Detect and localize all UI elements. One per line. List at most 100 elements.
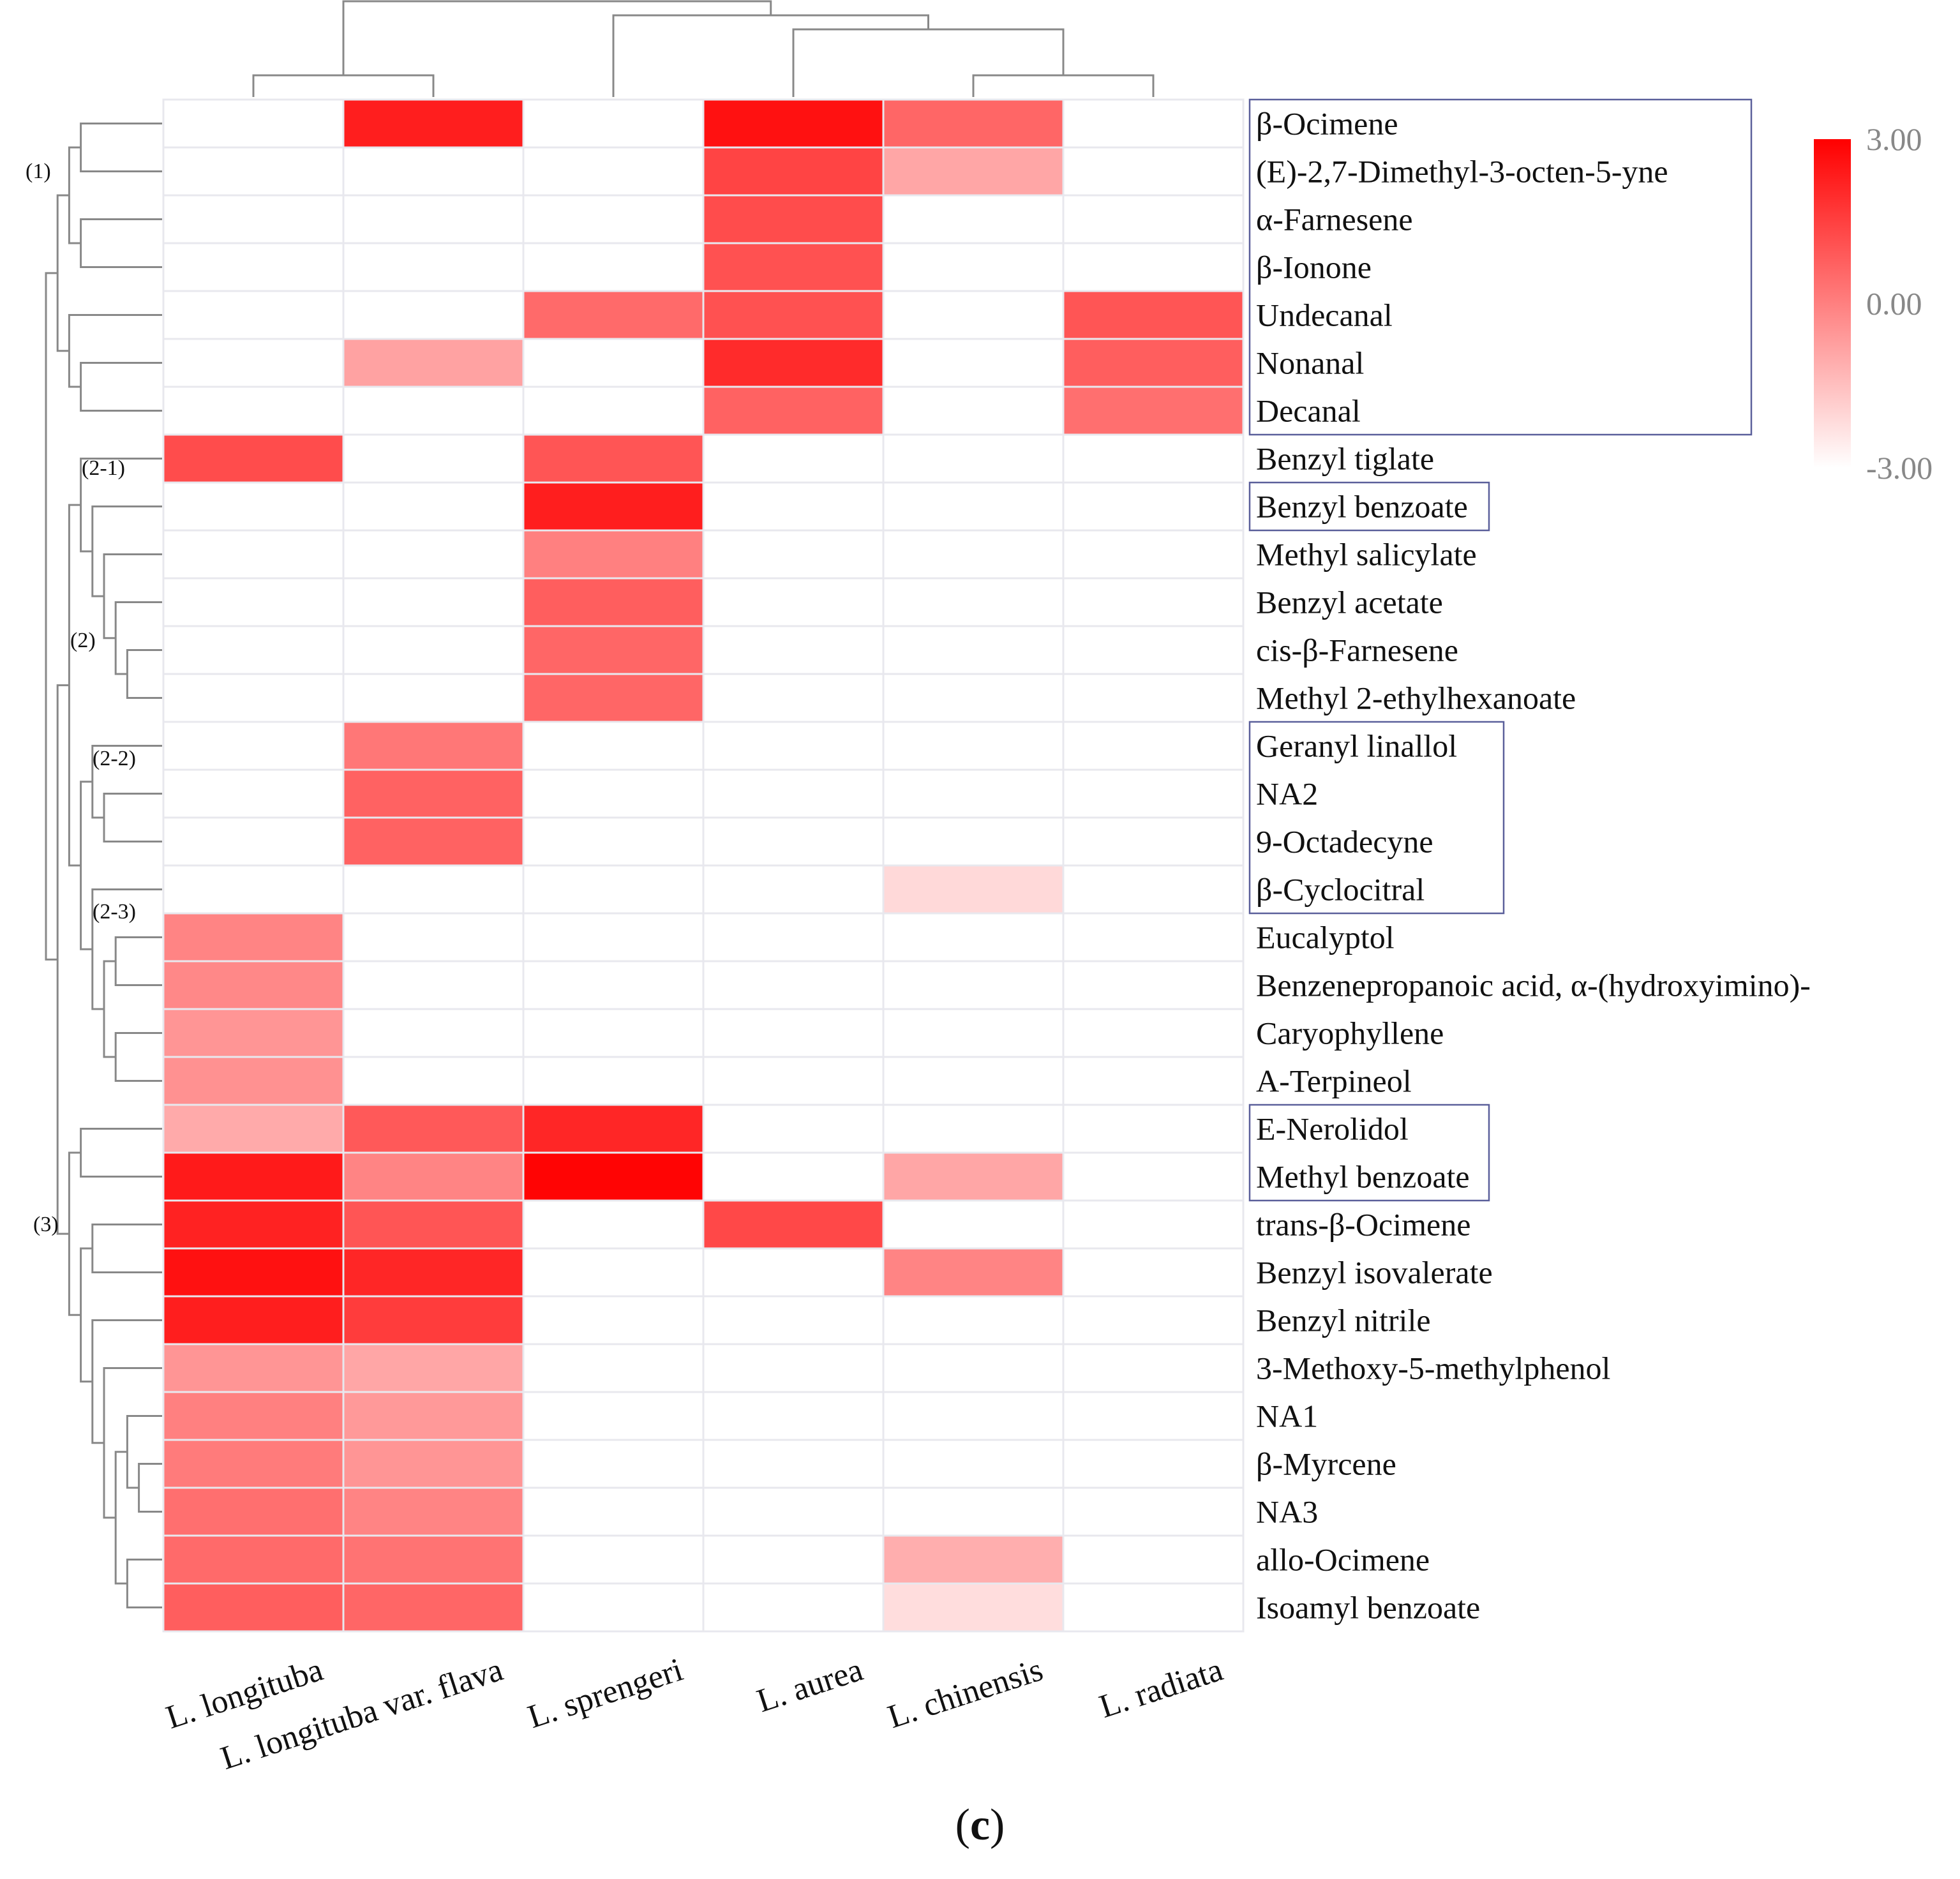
row-label: trans-β-Ocimene <box>1256 1207 1470 1243</box>
column-label: L. aurea <box>752 1651 867 1719</box>
heatmap-cell <box>522 338 705 388</box>
heatmap-cell <box>522 1582 705 1633</box>
heatmap-cell <box>702 290 885 340</box>
heatmap-cell <box>882 242 1065 292</box>
heatmap-cell <box>342 98 525 149</box>
row-label: Geranyl linallol <box>1256 728 1457 764</box>
dendrogram-branch <box>103 960 116 1058</box>
row-label: Methyl 2-ethylhexanoate <box>1256 680 1576 716</box>
heatmap-cell <box>162 1008 345 1058</box>
row-labels: β-Ocimene (E)-2,7-Dimethyl-3-octen-5-yne α… <box>1256 106 1811 1626</box>
heatmap-cell <box>1062 673 1245 723</box>
row-label: Benzyl acetate <box>1256 585 1443 620</box>
heatmap-cell <box>522 290 705 340</box>
heatmap-cell <box>162 960 345 1010</box>
row-label: Eucalyptol <box>1256 920 1395 955</box>
dendrogram-branch <box>252 74 435 97</box>
row-label: cis-β-Farnesene <box>1256 633 1458 668</box>
cluster-label: (2-3) <box>93 900 136 924</box>
heatmap-cell <box>882 146 1065 197</box>
heatmap-cell <box>702 433 885 484</box>
heatmap-cell <box>342 194 525 244</box>
legend-tick-label: 3.00 <box>1866 121 1922 157</box>
heatmap-cell <box>882 1151 1065 1202</box>
heatmap-cell <box>162 1151 345 1202</box>
heatmap-cell <box>342 433 525 484</box>
row-label: 3-Methoxy-5-methylphenol <box>1256 1351 1610 1386</box>
heatmap-cell <box>882 433 1065 484</box>
column-label: L. radiata <box>1095 1651 1227 1725</box>
heatmap-cell <box>342 1056 525 1106</box>
heatmap-cell <box>342 1295 525 1345</box>
heatmap-cell <box>702 242 885 292</box>
row-label: A-Terpineol <box>1256 1063 1412 1099</box>
heatmap-cell <box>162 1439 345 1489</box>
dendrogram-branch <box>612 14 929 97</box>
heatmap-cell <box>522 1295 705 1345</box>
dendrogram-branch <box>972 74 1155 97</box>
row-label: Decanal <box>1256 393 1361 429</box>
heatmap-cell <box>522 1056 705 1106</box>
dendrogram-branch <box>792 28 1065 97</box>
highlight-box <box>1248 721 1505 915</box>
heatmap-cell <box>1062 481 1245 532</box>
heatmap-cell <box>702 1391 885 1441</box>
dendrogram-branch <box>91 1224 162 1273</box>
heatmap-cell <box>702 768 885 819</box>
heatmap-cell <box>1062 290 1245 340</box>
heatmap-cell <box>1062 1056 1245 1106</box>
heatmap-cell <box>522 673 705 723</box>
heatmap-cell <box>1062 1295 1245 1345</box>
column-label: L. sprengeri <box>523 1651 687 1735</box>
legend-tick-label: -3.00 <box>1866 450 1933 486</box>
column-label: L. chinensis <box>883 1651 1047 1735</box>
heatmap-cell <box>162 1247 345 1298</box>
heatmap-cell <box>702 481 885 532</box>
heatmap-cell <box>522 1343 705 1393</box>
highlight-boxes <box>1248 98 1753 1202</box>
dendrogram-branch <box>68 146 81 244</box>
highlight-box <box>1248 481 1490 532</box>
dendrogram-branch <box>68 504 81 867</box>
heatmap-cell <box>522 242 705 292</box>
heatmap-cell <box>522 864 705 915</box>
heatmap-cell <box>342 1104 525 1154</box>
dendrogram-branch <box>91 505 162 597</box>
heatmap-cell <box>522 481 705 532</box>
heatmap-cell <box>882 1534 1065 1585</box>
heatmap-cell <box>702 1343 885 1393</box>
heatmap-cell <box>882 864 1065 915</box>
row-label: Benzyl tiglate <box>1256 441 1434 477</box>
heatmap-cell <box>342 1486 525 1537</box>
heatmap-cell <box>522 1151 705 1202</box>
cluster-label: (2-2) <box>93 747 136 770</box>
heatmap-cell <box>1062 1391 1245 1441</box>
heatmap-cell <box>342 960 525 1010</box>
heatmap-cell <box>522 1247 705 1298</box>
heatmap-cell <box>1062 960 1245 1010</box>
dendrogram-branch <box>56 684 70 1235</box>
heatmap-cell <box>882 338 1065 388</box>
heatmap-cell <box>702 338 885 388</box>
heatmap-cell <box>162 338 345 388</box>
heatmap-cell <box>882 1104 1065 1154</box>
heatmap-cell <box>162 386 345 436</box>
heatmap-cell <box>342 1199 525 1250</box>
heatmap-cell <box>522 1199 705 1250</box>
heatmap-cells <box>162 98 1245 1633</box>
dendrogram-branch <box>114 936 162 986</box>
cluster-label: (2) <box>70 629 96 652</box>
row-label: β-Ocimene <box>1256 106 1398 142</box>
heatmap-cell <box>162 433 345 484</box>
dendrogram-branch <box>45 272 58 961</box>
heatmap-cell <box>702 673 885 723</box>
heatmap-cell <box>522 146 705 197</box>
heatmap-cell <box>882 386 1065 436</box>
heatmap-cell <box>702 1439 885 1489</box>
heatmap-cell <box>882 1391 1065 1441</box>
heatmap-cell <box>1062 433 1245 484</box>
heatmap-cell <box>1062 242 1245 292</box>
heatmap-cell <box>882 1343 1065 1393</box>
dendrogram-branch <box>56 194 70 352</box>
heatmap-cell <box>882 1008 1065 1058</box>
